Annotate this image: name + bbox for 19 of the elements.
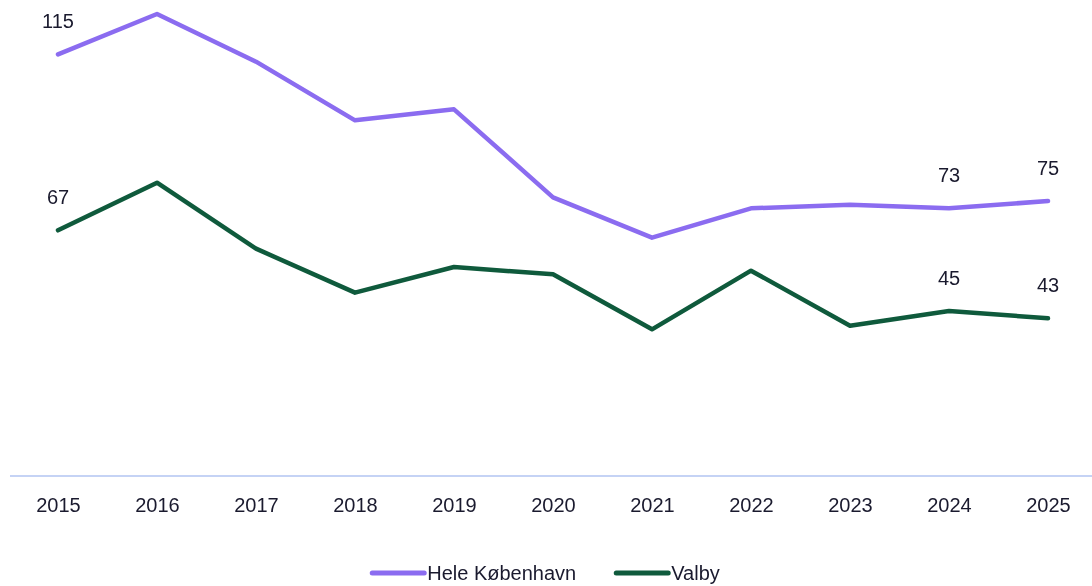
data-label: 75	[1036, 157, 1060, 179]
x-tick-label: 2020	[531, 494, 576, 517]
legend-label: Hele København	[427, 562, 577, 584]
data-label: 43	[1036, 274, 1060, 297]
x-tick-label: 2025	[1026, 494, 1071, 517]
data-label: 115	[42, 10, 74, 33]
data-label: 67	[46, 186, 70, 209]
x-tick-label: 2019	[432, 494, 477, 517]
x-tick-label: 2017	[234, 494, 279, 517]
x-tick-label: 2022	[729, 494, 774, 517]
x-tick-label: 2018	[333, 494, 378, 517]
x-tick-label: 2016	[135, 494, 180, 517]
data-label: 73	[937, 164, 961, 187]
x-tick-label: 2023	[828, 494, 873, 517]
x-tick-label: 2021	[630, 494, 675, 517]
legend-label: Valby	[671, 562, 720, 584]
x-tick-label: 2015	[36, 494, 81, 517]
data-label: 45	[937, 267, 961, 289]
x-tick-label: 2024	[927, 494, 972, 517]
